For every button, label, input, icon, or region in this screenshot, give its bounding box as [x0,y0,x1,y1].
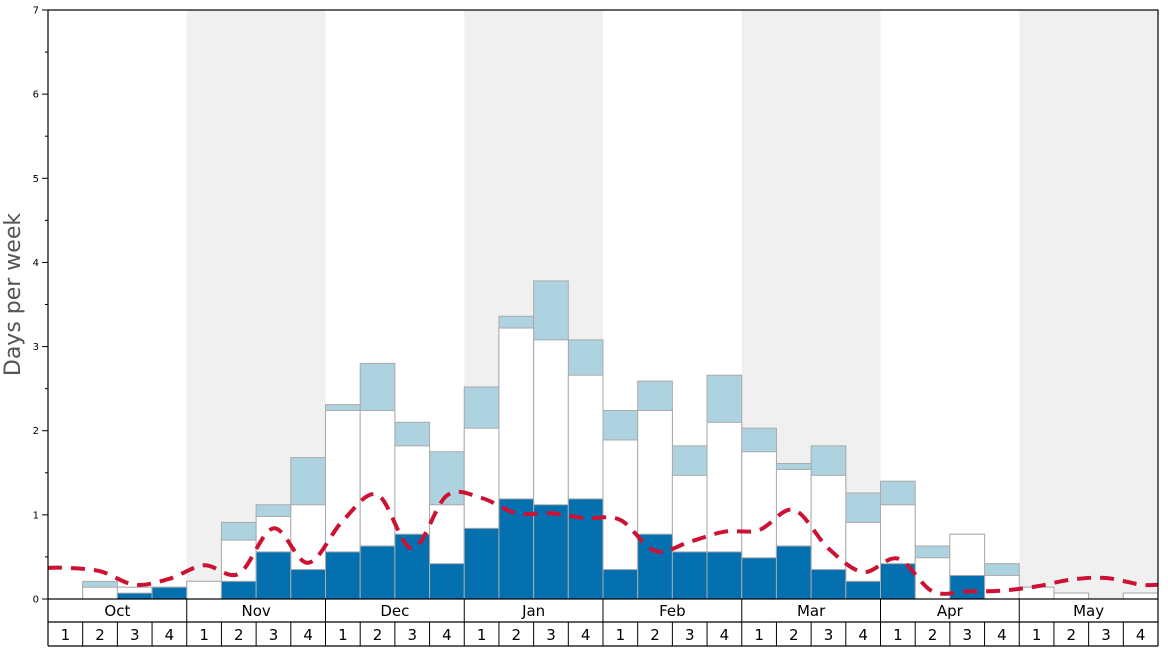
bar-white [1122,592,1159,600]
y-tick-label: 2 [33,426,39,437]
week-label: 3 [269,626,279,644]
y-tick-label: 4 [33,258,39,269]
bar-dark [533,504,569,600]
week-label: 3 [685,626,695,644]
week-label: 1 [616,626,626,644]
week-label: 4 [442,626,452,644]
bar-dark [775,545,812,600]
week-label: 4 [1136,626,1146,644]
week-label: 3 [407,626,417,644]
bar-dark [325,551,361,600]
average-line [47,489,1159,596]
month-label: Nov [241,602,270,620]
week-label: 2 [95,626,105,644]
week-label: 3 [546,626,556,644]
bar-dark [810,569,847,600]
month-label: Jan [521,602,545,620]
week-label: 3 [824,626,834,644]
month-label: Feb [659,602,686,620]
bar-dark [220,580,257,600]
week-label: 2 [234,626,244,644]
y-tick-label: 3 [33,342,39,353]
month-label: Mar [797,602,826,620]
bar-dark [255,551,292,600]
y-tick-label: 0 [33,595,39,606]
y-tick-label: 1 [33,510,39,521]
bar-dark [394,533,431,600]
week-label: 1 [338,626,348,644]
week-label: 2 [928,626,938,644]
bar-dark [290,569,326,600]
bar-dark [949,574,986,600]
bar-dark [429,563,465,600]
bar-white [82,586,118,600]
week-label: 1 [199,626,209,644]
month-label: Oct [104,602,130,620]
week-label: 2 [650,626,660,644]
week-label: 2 [1067,626,1077,644]
week-label: 4 [997,626,1007,644]
week-label: 1 [754,626,764,644]
week-label: 4 [858,626,868,644]
bar-dark [151,586,188,600]
week-label: 3 [1101,626,1111,644]
week-label: 4 [303,626,313,644]
week-label: 2 [512,626,522,644]
bar-dark [463,527,500,600]
y-axis-label: Days per week [1,213,26,376]
bar-dark [845,580,881,600]
month-label: Apr [937,602,964,620]
week-label: 4 [581,626,591,644]
bar-dark [671,551,708,600]
bar-white [186,580,222,600]
week-label: 1 [893,626,903,644]
bar-dark [567,498,604,600]
month-label: Dec [380,602,409,620]
bar-white [984,574,1020,600]
y-tick-label: 6 [33,90,39,101]
week-label: 1 [1032,626,1042,644]
bar-white [1018,586,1055,600]
week-label: 3 [130,626,140,644]
bar-dark [637,533,673,600]
y-tick-label: 7 [33,6,39,17]
week-label: 1 [477,626,487,644]
week-label: 2 [789,626,799,644]
month-shading [1019,10,1158,599]
week-label: 1 [61,626,71,644]
bar-dark [602,569,639,600]
bar-dark [741,557,777,600]
week-label: 4 [720,626,730,644]
week-label: 2 [373,626,383,644]
month-label: May [1073,602,1104,620]
bar-white [1053,592,1090,600]
bar-dark [116,592,153,600]
bar-dark [706,551,743,600]
y-tick-label: 5 [33,174,39,185]
bar-dark [359,545,396,600]
week-label: 3 [962,626,972,644]
week-label: 4 [165,626,175,644]
